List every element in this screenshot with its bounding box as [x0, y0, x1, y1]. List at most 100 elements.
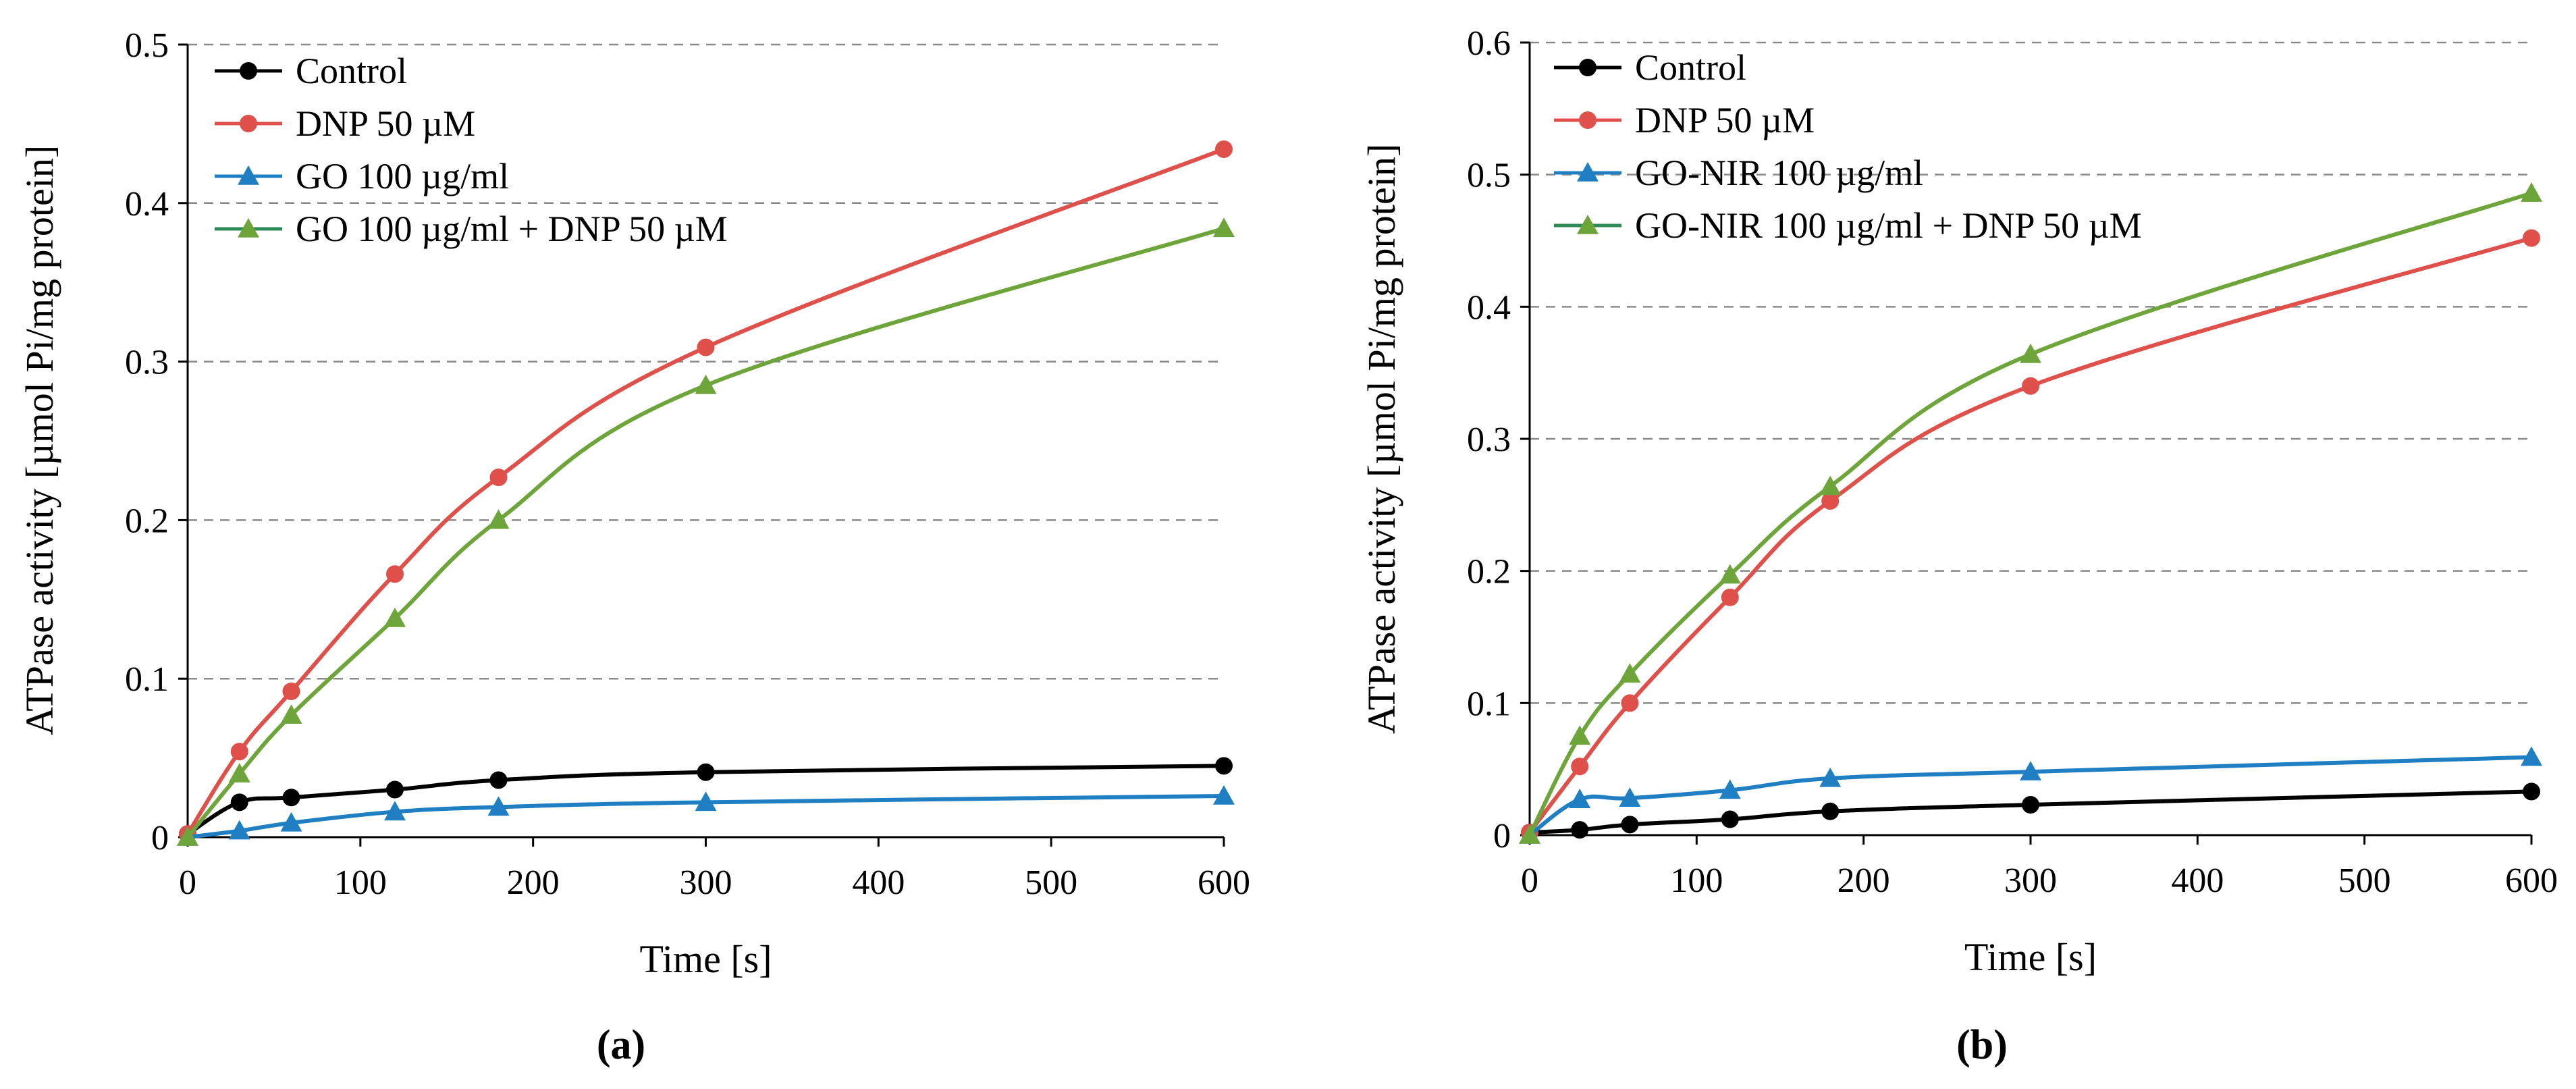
- x-axis-title: Time [s]: [639, 937, 772, 981]
- y-tick-label: 0.5: [125, 26, 169, 65]
- data-point: [1819, 767, 1842, 787]
- data-point: [1719, 564, 1741, 584]
- data-point: [2022, 795, 2039, 814]
- data-point: [177, 826, 198, 846]
- data-point: [1619, 787, 1641, 807]
- y-axis-title: ATPase activity [µmol Pi/mg protein]: [18, 145, 61, 735]
- data-point: [230, 743, 248, 761]
- x-tick-label: 600: [1198, 864, 1250, 902]
- series-line: [1528, 755, 2533, 837]
- data-point: [1721, 588, 1739, 606]
- x-axis-title: Time [s]: [1964, 935, 2097, 979]
- y-tick-label: 0.3: [1467, 421, 1511, 459]
- data-point: [1571, 758, 1589, 776]
- x-tick-label: 100: [334, 864, 387, 902]
- data-point: [1619, 663, 1641, 683]
- gridlines: [1530, 41, 2531, 704]
- legend-item: DNP 50 µM: [215, 103, 475, 144]
- data-point: [2022, 377, 2039, 395]
- series-dnp-50-m: [1521, 229, 2540, 842]
- legend-label: Control: [1635, 47, 1746, 88]
- data-point: [2521, 746, 2542, 766]
- legend-swatch-marker: [240, 115, 257, 132]
- y-tick-label: 0.6: [1467, 24, 1511, 63]
- data-point: [487, 509, 510, 529]
- legend-label: GO 100 µg/ml + DNP 50 µM: [296, 209, 728, 249]
- y-tick-label: 0.4: [1467, 288, 1511, 327]
- panel-label: (b): [1956, 1022, 2008, 1068]
- data-point: [489, 771, 508, 789]
- x-tick-label: 200: [1837, 861, 1890, 900]
- series-go-100-g-ml-dnp-50-m: [177, 217, 1235, 846]
- x-tick-label: 400: [2171, 861, 2224, 900]
- y-tick-label: 0.2: [125, 502, 169, 540]
- data-point: [386, 780, 404, 799]
- data-point: [487, 796, 510, 816]
- data-point: [2523, 782, 2540, 801]
- y-tick-label: 0.1: [125, 660, 169, 699]
- x-tick-label: 0: [179, 864, 196, 902]
- series-dnp-50-m: [179, 140, 1233, 843]
- chart-panel-a: 0 0.1 0.2 0.3 0.4 0.5 0 100 200 300 400 500 600 Time …: [18, 26, 1250, 1068]
- data-point: [2020, 761, 2041, 780]
- data-point: [228, 820, 250, 840]
- data-point: [1719, 779, 1741, 799]
- data-point: [2523, 229, 2540, 247]
- data-point: [1519, 824, 1540, 844]
- legend-item: DNP 50 µM: [1554, 100, 1815, 140]
- y-tick-label: 0.1: [1467, 685, 1511, 723]
- y-axis-title: ATPase activity [µmol Pi/mg protein]: [1360, 144, 1403, 734]
- series-line: [1528, 236, 2533, 835]
- data-point: [280, 704, 302, 724]
- data-point: [384, 607, 406, 627]
- data-point: [1571, 821, 1589, 839]
- series-go-nir-100-g-ml-dnp-50-m: [1519, 182, 2542, 844]
- legend-item: GO 100 µg/ml + DNP 50 µM: [215, 209, 728, 249]
- data-point: [1213, 785, 1235, 805]
- y-tick-label: 0: [1493, 817, 1511, 855]
- legend-item: GO-NIR 100 µg/ml + DNP 50 µM: [1554, 205, 2142, 246]
- y-tick-label: 0.3: [125, 344, 169, 382]
- legend-swatch-marker: [238, 165, 259, 185]
- data-point: [230, 793, 248, 812]
- x-tick-label: 300: [2004, 861, 2057, 900]
- data-point: [1621, 816, 1639, 834]
- gridlines: [188, 43, 1224, 680]
- series-line: [186, 147, 1226, 836]
- x-tick-label: 500: [2338, 861, 2391, 900]
- x-tick-label: 300: [680, 864, 732, 902]
- legend-label: GO-NIR 100 µg/ml: [1635, 153, 1923, 193]
- data-point: [1215, 757, 1233, 775]
- data-point: [228, 763, 250, 782]
- series-go-100-g-ml: [177, 785, 1235, 846]
- legend-swatch-marker: [1577, 162, 1599, 182]
- legend-item: Control: [1554, 47, 1746, 88]
- series-line: [186, 226, 1226, 839]
- legend-swatch-marker: [1577, 215, 1599, 234]
- legend-swatch-marker: [1579, 59, 1596, 76]
- legend-label: DNP 50 µM: [1635, 100, 1815, 140]
- data-point: [1569, 789, 1591, 808]
- legend-item: GO-NIR 100 µg/ml: [1554, 153, 1923, 193]
- legend-item: Control: [215, 51, 407, 91]
- data-point: [1621, 694, 1639, 712]
- data-point: [697, 338, 715, 356]
- legend-item: GO 100 µg/ml: [215, 156, 509, 196]
- data-point: [1569, 725, 1591, 745]
- data-point: [695, 791, 717, 812]
- y-tick-label: 0.2: [1467, 553, 1511, 591]
- x-tick-label: 500: [1025, 864, 1077, 902]
- series-go-nir-100-g-ml: [1519, 746, 2542, 844]
- data-point: [697, 763, 715, 781]
- legend-label: DNP 50 µM: [296, 103, 475, 144]
- data-point: [1819, 475, 1842, 496]
- data-point: [1721, 810, 1739, 828]
- x-tick-label: 100: [1670, 861, 1723, 900]
- data-point: [384, 801, 406, 821]
- data-point: [280, 812, 302, 832]
- data-point: [386, 565, 404, 583]
- data-point: [282, 682, 300, 700]
- data-point: [282, 789, 300, 807]
- data-point: [2521, 182, 2542, 202]
